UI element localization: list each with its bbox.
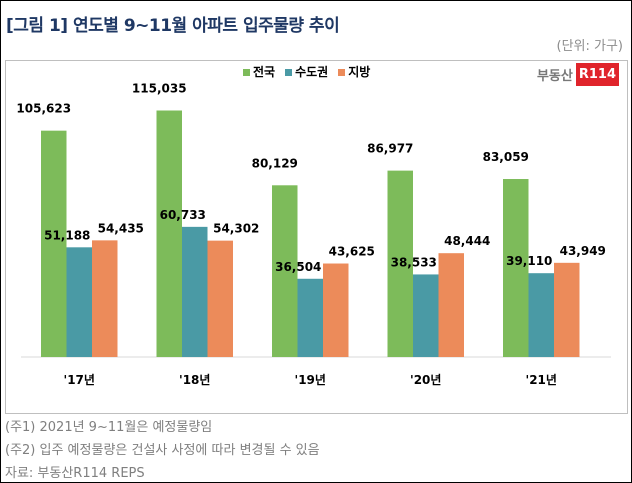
x-tick-label: '18년 bbox=[179, 373, 210, 387]
legend-item-1: 수도권 bbox=[285, 63, 328, 80]
bar-0-4 bbox=[503, 179, 529, 357]
bar-2-0 bbox=[92, 240, 118, 357]
bar-0-1 bbox=[156, 110, 182, 357]
bar-1-3 bbox=[413, 274, 439, 357]
data-label: 39,110 bbox=[506, 254, 552, 268]
bar-0-0 bbox=[41, 130, 67, 357]
x-tick-label: '20년 bbox=[410, 373, 441, 387]
data-label: 115,035 bbox=[132, 81, 187, 95]
bar-0-3 bbox=[387, 170, 413, 357]
data-label: 51,188 bbox=[44, 228, 90, 242]
data-label: 38,533 bbox=[391, 255, 437, 269]
data-label: 80,129 bbox=[252, 156, 298, 170]
r114-logo: 부동산 R114 bbox=[537, 63, 619, 86]
data-label: 86,977 bbox=[367, 142, 413, 156]
data-label: 60,733 bbox=[160, 208, 206, 222]
bar-1-1 bbox=[182, 226, 208, 357]
bar-1-2 bbox=[297, 278, 323, 357]
bar-2-3 bbox=[438, 253, 464, 357]
legend-item-2: 지방 bbox=[338, 63, 370, 80]
legend-label: 전국 bbox=[253, 65, 276, 79]
bar-1-4 bbox=[528, 273, 554, 357]
x-tick-label: '19년 bbox=[295, 373, 326, 387]
x-tick-label: '21년 bbox=[526, 373, 557, 387]
bar-2-4 bbox=[554, 262, 580, 357]
figure-title: [그림 1] 연도별 9~11월 아파트 입주물량 추이 bbox=[6, 16, 340, 36]
bar-2-1 bbox=[207, 240, 233, 357]
data-label: 83,059 bbox=[483, 150, 529, 164]
data-label: 36,504 bbox=[275, 260, 321, 274]
legend-swatch bbox=[285, 69, 293, 76]
bar-0-2 bbox=[272, 185, 298, 357]
data-label: 48,444 bbox=[444, 234, 490, 248]
data-label: 43,625 bbox=[329, 245, 375, 259]
data-label: 54,435 bbox=[98, 221, 144, 235]
chart-area bbox=[5, 60, 628, 414]
x-tick-label: '17년 bbox=[64, 373, 95, 387]
legend-item-0: 전국 bbox=[243, 63, 275, 80]
legend-swatch bbox=[243, 69, 250, 76]
data-label: 54,302 bbox=[213, 222, 259, 236]
legend-label: 지방 bbox=[348, 65, 371, 79]
source-note: 자료: 부동산R114 REPS bbox=[5, 466, 145, 481]
footnote-2: (주2) 입주 예정물량은 건설사 사정에 따라 변경될 수 있음 bbox=[5, 443, 320, 458]
legend-swatch bbox=[338, 69, 346, 76]
legend-label: 수도권 bbox=[295, 65, 329, 79]
bar-1-0 bbox=[66, 247, 92, 357]
unit-label: (단위: 가구) bbox=[556, 39, 624, 54]
data-label: 105,623 bbox=[16, 102, 71, 116]
legend: 전국 수도권 지방 bbox=[243, 63, 370, 80]
footnote-1: (주1) 2021년 9~11월은 예정물량임 bbox=[5, 420, 213, 435]
data-label: 43,949 bbox=[560, 244, 606, 258]
bar-2-2 bbox=[323, 263, 349, 357]
